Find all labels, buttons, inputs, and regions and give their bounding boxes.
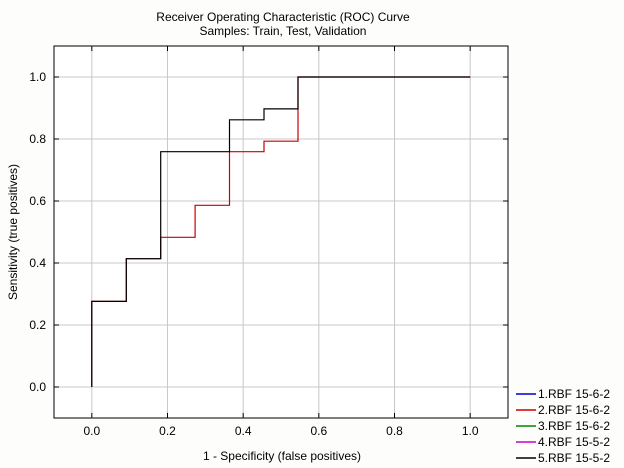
y-tick-label: 0.8 (29, 132, 46, 146)
legend: 1.RBF 15-6-2 2.RBF 15-6-2 3.RBF 15-6-2 4.RB… (516, 387, 610, 465)
x-tick-label: 0.0 (83, 424, 100, 438)
x-tick-label: 0.8 (386, 424, 403, 438)
chart-subtitle: Samples: Train, Test, Validation (200, 24, 367, 38)
y-tick-label: 1.0 (29, 70, 46, 84)
legend-entry: 5.RBF 15-5-2 (538, 451, 610, 465)
y-tick-label: 0.2 (29, 318, 46, 332)
plot-area (53, 45, 509, 419)
y-tick-label: 0.0 (29, 380, 46, 394)
chart-title: Receiver Operating Characteristic (ROC) … (156, 10, 410, 24)
y-tick-label: 0.6 (29, 194, 46, 208)
legend-entry: 2.RBF 15-6-2 (538, 403, 610, 417)
y-tick-label: 0.4 (29, 256, 46, 270)
x-tick-label: 0.2 (159, 424, 176, 438)
legend-entry: 1.RBF 15-6-2 (538, 387, 610, 401)
x-axis-label: 1 - Specificity (false positives) (203, 449, 361, 463)
series-line (91, 76, 471, 387)
legend-entry: 3.RBF 15-6-2 (538, 419, 610, 433)
x-tick-label: 0.6 (310, 424, 327, 438)
y-axis-label: Sensitivity (true positives) (6, 164, 20, 300)
legend-entry: 4.RBF 15-5-2 (538, 435, 610, 449)
series-lines (91, 76, 471, 387)
axis-ticks: 0.0 0.2 0.4 0.6 0.8 1.0 0.0 0.2 0.4 0.6 0.8 1.0 (29, 46, 508, 438)
x-tick-label: 0.4 (235, 424, 252, 438)
x-tick-label: 1.0 (462, 424, 479, 438)
gridlines (54, 46, 508, 418)
